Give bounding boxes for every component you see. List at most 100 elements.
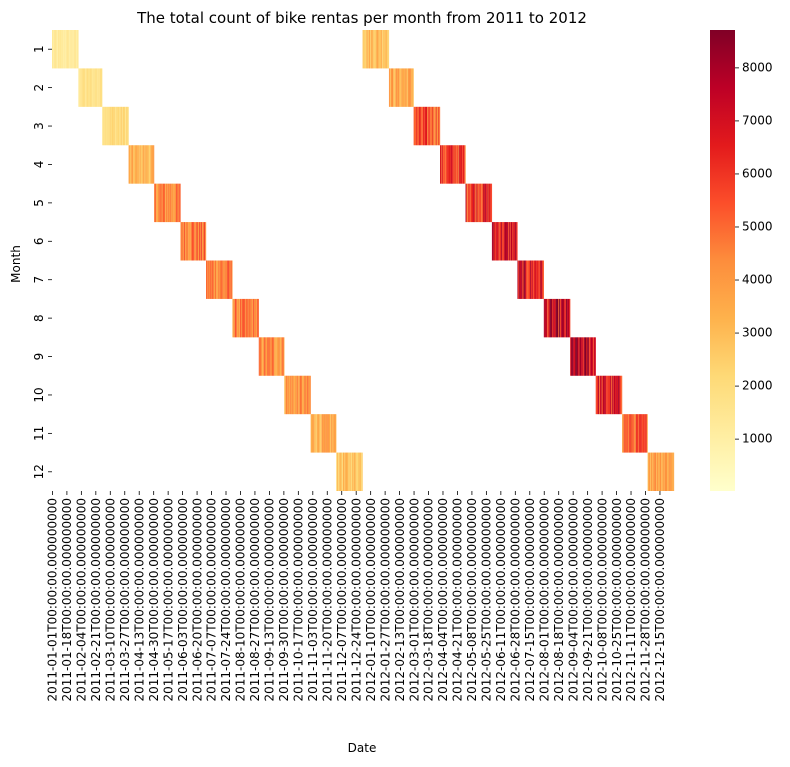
heatmap-cell — [667, 452, 669, 491]
heatmap-cell — [446, 145, 448, 184]
heatmap-cell — [240, 298, 242, 338]
y-tick-label: 2 — [32, 84, 46, 92]
heatmap-cell — [417, 106, 419, 146]
heatmap-cell — [204, 222, 206, 261]
heatmap-cell — [121, 106, 123, 146]
colorbar-tick-label: 3000 — [742, 326, 773, 340]
x-tick-label: 2012-06-11T00:00:00.000000000 — [494, 498, 508, 702]
heatmap-cell — [96, 68, 98, 107]
heatmap-cell — [247, 298, 249, 338]
heatmap-cell — [228, 260, 230, 299]
heatmap-cell — [427, 106, 429, 146]
heatmap-cell — [587, 337, 589, 376]
heatmap-cell — [401, 68, 403, 107]
heatmap-cell — [561, 298, 563, 338]
heatmap-cell — [554, 298, 556, 338]
heatmap-cell — [545, 298, 547, 338]
heatmap-cell — [339, 452, 341, 491]
heatmap-cell — [665, 452, 667, 491]
heatmap-cell — [640, 414, 642, 453]
heatmap-cell — [601, 375, 603, 415]
heatmap-cell — [195, 222, 197, 261]
heatmap-cell — [605, 375, 607, 415]
heatmap-cell — [429, 106, 431, 146]
heatmap-cell — [57, 30, 59, 69]
heatmap-cell — [384, 30, 386, 69]
heatmap-cell — [645, 414, 647, 453]
heatmap-cell — [481, 183, 483, 223]
heatmap-cell — [275, 337, 277, 376]
heatmap-cell — [376, 30, 378, 69]
heatmap-cell — [377, 30, 379, 69]
heatmap-cell — [385, 30, 387, 69]
heatmap-cell — [661, 452, 663, 491]
heatmap-cell — [373, 30, 375, 69]
heatmap-cell — [159, 183, 161, 223]
heatmap-cell — [588, 337, 590, 376]
heatmap-cell — [544, 298, 546, 338]
heatmap-cell — [246, 298, 247, 338]
heatmap-cell — [255, 298, 257, 338]
heatmap-cell — [609, 375, 611, 415]
heatmap-cell — [415, 106, 417, 146]
heatmap-cell — [259, 337, 261, 376]
heatmap-cell — [479, 183, 481, 223]
x-tick-label: 2012-04-04T00:00:00.000000000 — [436, 498, 450, 702]
heatmap-cell — [176, 183, 178, 223]
heatmap-cell — [530, 260, 532, 299]
heatmap-cell — [489, 183, 491, 223]
heatmap-cell — [603, 375, 605, 415]
heatmap-cell — [298, 375, 300, 415]
heatmap-cell — [670, 452, 672, 491]
heatmap-cell — [313, 414, 315, 453]
heatmap-cell — [382, 30, 384, 69]
heatmap-cell — [303, 375, 305, 415]
heatmap-cell — [564, 298, 566, 338]
heatmap-cell — [107, 106, 109, 146]
heatmap-cell — [381, 30, 383, 69]
heatmap-cell — [529, 260, 531, 299]
heatmap-cell — [442, 145, 444, 184]
heatmap-cell — [659, 452, 661, 491]
x-tick-label: 2011-02-21T00:00:00.000000000 — [89, 498, 103, 702]
heatmap-cell — [502, 222, 504, 261]
x-tick-label: 2011-02-04T00:00:00.000000000 — [75, 498, 89, 702]
heatmap-cell — [59, 30, 61, 69]
heatmap-cell — [513, 222, 515, 261]
heatmap-cell — [576, 337, 578, 376]
heatmap-cell — [132, 145, 134, 184]
heatmap-cell — [260, 337, 262, 376]
heatmap-cell — [188, 222, 190, 261]
heatmap-cell — [400, 68, 402, 107]
heatmap-cell — [621, 375, 623, 415]
heatmap-cell — [596, 375, 598, 415]
x-tick-label: 2012-08-01T00:00:00.000000000 — [537, 498, 551, 702]
heatmap-cell — [358, 452, 360, 491]
heatmap-cell — [53, 30, 55, 69]
chart-title: The total count of bike rentas per month… — [136, 9, 587, 27]
heatmap-cell — [69, 30, 71, 69]
heatmap-cell — [327, 414, 329, 453]
x-tick-label: 2012-06-28T00:00:00.000000000 — [509, 498, 523, 702]
heatmap-cell — [194, 222, 196, 261]
heatmap-cell — [82, 68, 84, 107]
heatmap-cell — [650, 452, 652, 491]
heatmap-cell — [369, 30, 371, 69]
heatmap-cell — [280, 337, 282, 376]
heatmap-cell — [366, 30, 368, 69]
heatmap-cell — [623, 414, 625, 453]
heatmap-cell — [206, 260, 208, 299]
heatmap-cell — [111, 106, 113, 146]
heatmap-cell — [412, 68, 414, 107]
heatmap-cell — [467, 183, 469, 223]
heatmap-cell — [249, 298, 251, 338]
heatmap-cell — [394, 68, 396, 107]
heatmap-cell — [318, 414, 320, 453]
heatmap-cell — [430, 106, 432, 146]
heatmap-cell — [191, 222, 193, 261]
heatmap-cell — [178, 183, 180, 223]
heatmap-cell — [232, 298, 234, 338]
y-tick-label: 1 — [32, 45, 46, 53]
heatmap-cell — [286, 375, 288, 415]
heatmap-cell — [243, 298, 245, 338]
